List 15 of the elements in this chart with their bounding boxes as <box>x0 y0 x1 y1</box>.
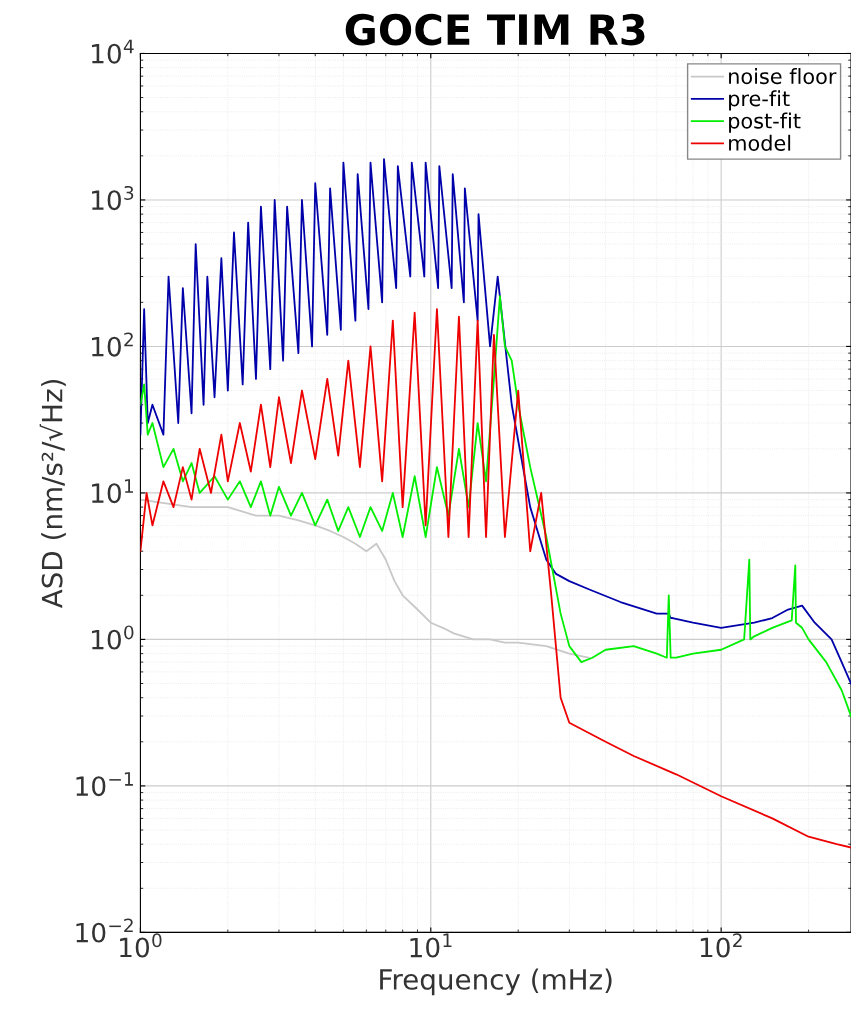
y-tick-label: 10$^{3}$ <box>92 185 134 211</box>
legend-label: model <box>729 134 791 151</box>
x-tick-label: 10$^{1}$ <box>410 933 452 958</box>
legend-label: post-fit <box>729 112 801 133</box>
y-tick-label: 10$^{2}$ <box>92 332 133 357</box>
legend-label: noise floor <box>729 68 837 85</box>
y-tick-label: 10$^{1}$ <box>92 479 133 504</box>
y-tick-label: 10$^{4}$ <box>92 39 134 64</box>
legend-label: pre-fit <box>729 90 790 111</box>
y-axis-title: ASD (nm/s²/√Hz) <box>39 379 66 609</box>
y-tick-label: 10$^{−1}$ <box>76 772 133 797</box>
x-tick-label: 10$^{2}$ <box>700 933 742 958</box>
x-axis-title: Frequency (mHz) <box>380 968 612 996</box>
chart-title: GOCE TIM R3 <box>345 13 645 46</box>
y-tick-label: 10$^{0}$ <box>92 625 134 650</box>
